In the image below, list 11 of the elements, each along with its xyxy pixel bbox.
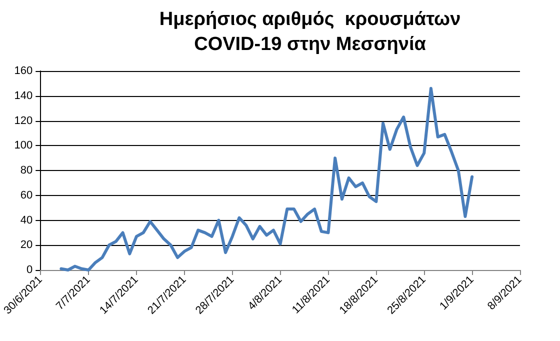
y-tick-label: 80: [20, 164, 33, 176]
y-tick-label: 20: [20, 239, 33, 252]
y-tick-label: 40: [20, 214, 33, 226]
y-tick-label: 140: [14, 90, 33, 102]
y-tick-label: 0: [26, 264, 33, 276]
chart-title: Ημερήσιος αριθμός κρουσμάτων COVID-19 στην Μεσσηνία: [159, 9, 461, 55]
y-tick-label: 100: [14, 140, 33, 152]
y-tick-label: 160: [14, 65, 33, 77]
y-tick-label: 120: [14, 114, 33, 127]
y-tick-label: 60: [20, 189, 33, 202]
line-series: [60, 86, 474, 272]
